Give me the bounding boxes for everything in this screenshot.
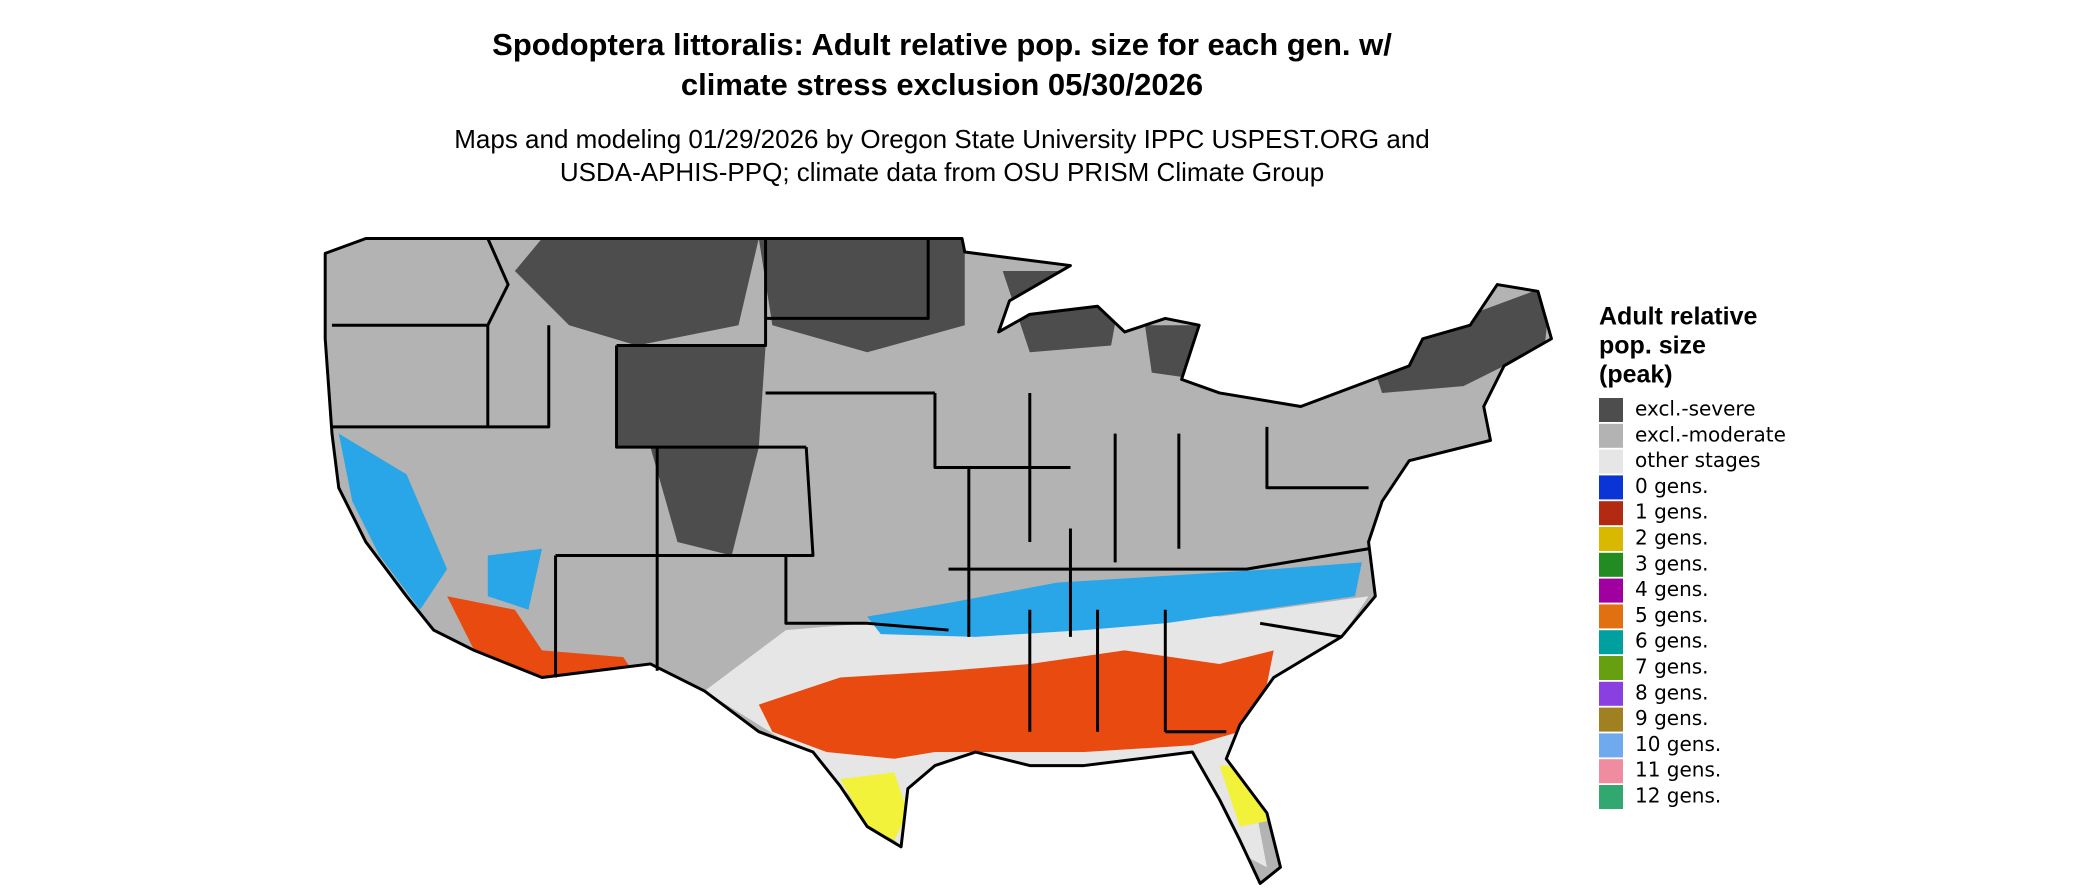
legend-swatch <box>1599 707 1623 732</box>
legend-label: other stages <box>1635 448 1761 472</box>
region-orange <box>758 650 1274 759</box>
legend-swatch <box>1599 759 1623 784</box>
legend-label: excl.-severe <box>1635 397 1756 421</box>
legend-swatch <box>1599 630 1623 655</box>
legend-label: 11 gens. <box>1635 758 1721 782</box>
title: climate stress exclusion 05/30/2026 <box>681 67 1203 102</box>
legend-label: 1 gens. <box>1635 500 1709 524</box>
state-borders <box>323 236 1553 885</box>
legend-swatch <box>1599 681 1623 706</box>
legend-label: 0 gens. <box>1635 474 1709 498</box>
region-blue <box>338 433 1362 637</box>
legend-swatch <box>1599 398 1623 422</box>
legend-label: 9 gens. <box>1635 706 1709 730</box>
legend-title: Adult relative <box>1599 303 1757 331</box>
legend-swatch <box>1599 604 1623 629</box>
legend-label: 10 gens. <box>1635 732 1721 756</box>
subtitle: USDA-APHIS-PPQ; climate data from OSU PR… <box>560 157 1324 187</box>
legend-swatch <box>1599 552 1623 577</box>
legend-label: 5 gens. <box>1635 603 1709 627</box>
legend-label: 7 gens. <box>1635 655 1709 679</box>
legend-swatch <box>1599 527 1623 551</box>
legend-label: excl.-moderate <box>1635 422 1786 446</box>
subtitle: Maps and modeling 01/29/2026 by Oregon S… <box>454 124 1430 154</box>
legend-label: 3 gens. <box>1635 551 1709 575</box>
legend-swatch <box>1599 423 1623 448</box>
title: Spodoptera littoralis: Adult relative po… <box>492 27 1392 62</box>
legend-swatch <box>1599 578 1623 603</box>
legend-label: 12 gens. <box>1635 784 1721 808</box>
legend-swatch <box>1599 501 1623 526</box>
legend-title: pop. size <box>1599 332 1706 360</box>
legend-label: 2 gens. <box>1635 526 1709 550</box>
titles: Spodoptera littoralis: Adult relative po… <box>454 27 1430 187</box>
legend-swatch <box>1599 475 1623 500</box>
region-yellow <box>840 765 1274 841</box>
legend-swatch <box>1599 733 1623 758</box>
legend-label: 6 gens. <box>1635 629 1709 653</box>
us-map <box>323 236 1553 885</box>
legend-label: 4 gens. <box>1635 577 1709 601</box>
legend-swatch <box>1599 656 1623 680</box>
legend-swatch <box>1599 449 1623 474</box>
legend-swatch <box>1599 785 1623 809</box>
legend-label: 8 gens. <box>1635 680 1709 704</box>
legend-title: (peak) <box>1599 361 1673 389</box>
